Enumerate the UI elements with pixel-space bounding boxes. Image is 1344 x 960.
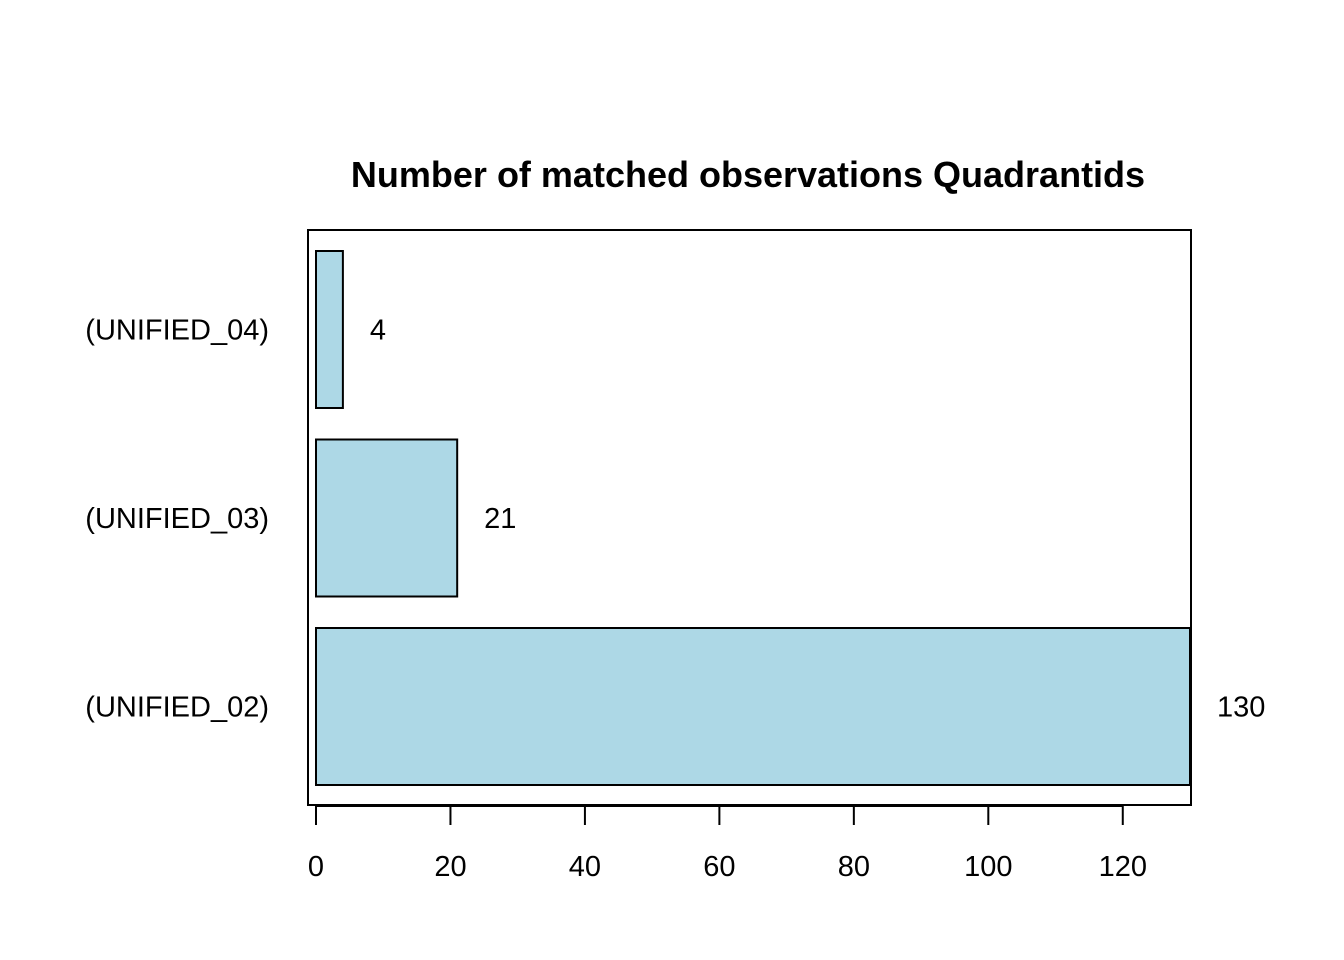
value-label: 130 xyxy=(1217,692,1265,724)
category-label: (UNIFIED_03) xyxy=(85,503,269,535)
x-tick-label: 20 xyxy=(434,851,466,883)
bar-1 xyxy=(315,438,459,598)
x-tick-label: 0 xyxy=(308,851,324,883)
x-tick-label: 120 xyxy=(1099,851,1147,883)
x-tick-label: 80 xyxy=(838,851,870,883)
bar-2 xyxy=(315,250,344,409)
chart-title: Number of matched observations Quadranti… xyxy=(351,154,1145,195)
category-label: (UNIFIED_02) xyxy=(85,692,269,724)
x-tick-label: 60 xyxy=(703,851,735,883)
category-label: (UNIFIED_04) xyxy=(85,315,269,347)
x-tick-label: 40 xyxy=(569,851,601,883)
bars-layer: (UNIFIED_02) 130 (UNIFIED_03) 21 (UNIFIED_04… xyxy=(85,250,1265,786)
bar-0 xyxy=(315,627,1191,786)
x-axis: 0 20 40 60 80 100 120 xyxy=(308,805,1147,883)
x-tick-label: 100 xyxy=(964,851,1012,883)
value-label: 21 xyxy=(484,503,516,535)
value-label: 4 xyxy=(370,315,386,347)
